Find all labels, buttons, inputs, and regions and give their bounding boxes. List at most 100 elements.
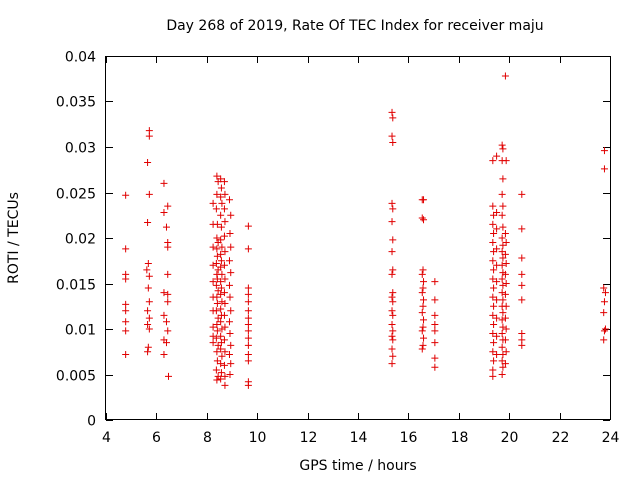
data-point (220, 289, 228, 297)
data-point (388, 108, 396, 116)
data-point (218, 352, 226, 360)
data-point (221, 275, 229, 283)
data-point (431, 311, 439, 319)
data-point (122, 350, 130, 358)
data-point (217, 284, 225, 292)
data-point (499, 281, 507, 289)
data-point (499, 309, 507, 317)
data-point (493, 296, 501, 304)
data-point (388, 132, 396, 140)
data-point (212, 307, 220, 315)
data-point (489, 257, 497, 265)
data-point (489, 348, 497, 356)
data-point (164, 298, 172, 306)
data-point (501, 360, 509, 368)
data-point (498, 289, 506, 297)
data-point (217, 332, 225, 340)
data-point (418, 327, 426, 335)
data-point (499, 175, 507, 183)
data-point (389, 327, 397, 335)
data-point (217, 257, 225, 265)
data-point (502, 239, 510, 247)
data-point (212, 259, 220, 267)
data-point (221, 218, 229, 226)
data-point (218, 325, 226, 333)
data-point (226, 371, 234, 378)
data-point (389, 289, 397, 297)
data-point (220, 205, 228, 213)
x-tick-label: 4 (102, 430, 111, 446)
x-tick-label: 16 (400, 430, 418, 446)
data-point (489, 311, 497, 319)
data-point (418, 289, 426, 297)
data-point (498, 330, 506, 338)
data-point (420, 216, 428, 224)
data-point (518, 296, 526, 304)
data-point (225, 196, 233, 204)
data-point (164, 243, 172, 251)
data-point (209, 278, 217, 286)
data-point (143, 266, 151, 274)
data-point (213, 300, 221, 308)
x-axis-ticks: 4 6 8 10 12 14 16 18 20 22 24 (102, 56, 619, 446)
data-point (213, 220, 221, 228)
data-point (213, 348, 221, 356)
x-tick-label: 20 (501, 430, 519, 446)
data-point (493, 209, 501, 217)
data-point (418, 214, 426, 222)
data-point (489, 366, 497, 374)
data-point (217, 236, 225, 244)
data-point (164, 290, 172, 298)
data-point (518, 225, 526, 233)
data-point (244, 320, 252, 328)
x-tick-label: 8 (203, 430, 212, 446)
data-point (217, 193, 225, 201)
data-point (225, 350, 233, 358)
data-point (498, 343, 506, 351)
data-point (389, 336, 397, 344)
data-point (498, 275, 506, 283)
data-point (164, 372, 172, 380)
data-point (418, 270, 426, 278)
data-point (145, 272, 153, 280)
data-point (145, 314, 153, 322)
data-point (220, 336, 228, 344)
data-point (389, 138, 397, 146)
data-point (420, 316, 428, 324)
data-point (213, 190, 221, 198)
data-point (489, 220, 497, 228)
y-axis-label: ROTI / TECUs (6, 192, 22, 284)
data-point (493, 245, 501, 253)
data-point (244, 284, 252, 292)
data-point (213, 252, 221, 260)
data-point (600, 336, 608, 344)
data-point (244, 381, 252, 389)
data-point (220, 261, 228, 269)
data-point (498, 261, 506, 269)
data-point (518, 190, 526, 198)
data-point (501, 314, 509, 322)
data-point (209, 199, 217, 207)
data-point (502, 280, 510, 287)
data-point (502, 325, 510, 333)
data-point (420, 296, 428, 304)
data-point (217, 305, 225, 313)
data-point (419, 302, 427, 310)
data-point (213, 376, 221, 384)
data-point (145, 132, 153, 140)
data-point (389, 266, 397, 274)
data-point (389, 352, 397, 360)
data-point (518, 341, 526, 349)
data-point (518, 254, 526, 262)
data-point (144, 320, 152, 328)
data-point (217, 375, 225, 383)
data-point (493, 332, 501, 340)
data-point (160, 209, 168, 217)
data-point (420, 196, 428, 204)
plot-frame (105, 56, 611, 420)
data-point (388, 248, 396, 256)
data-point (502, 157, 510, 165)
data-point (221, 300, 229, 308)
data-point (244, 307, 252, 315)
